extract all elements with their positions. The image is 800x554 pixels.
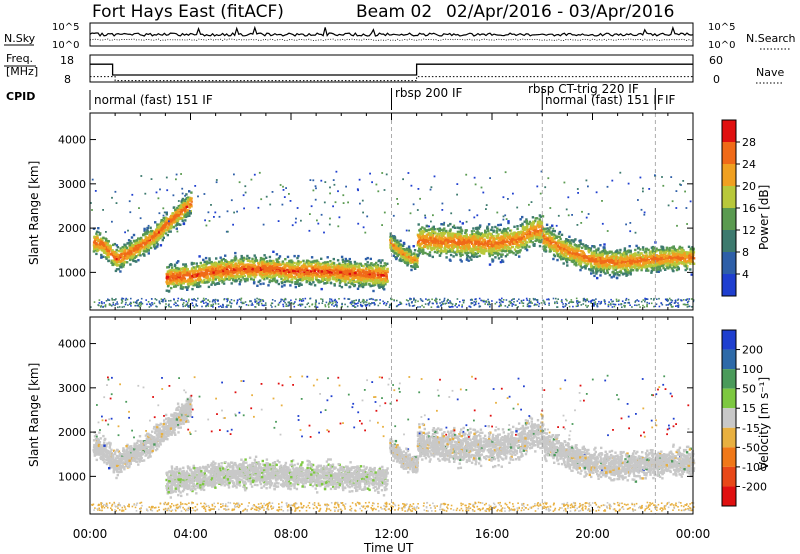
colorbar-tick: 24 <box>742 158 756 171</box>
colorbar-tick: 50 <box>742 383 756 396</box>
xaxis-label: Time UT <box>363 541 414 554</box>
nsearch-tick-bottom: 10^0 <box>708 40 735 51</box>
beam-label: Beam 02 <box>356 2 432 22</box>
nave-tick-bottom: 0 <box>713 73 720 86</box>
station-title: Fort Hays East (fitACF) <box>92 2 284 22</box>
colorbar-swatch <box>722 388 736 409</box>
colorbar-swatch <box>722 274 736 296</box>
ytick-label: 1000 <box>58 266 86 279</box>
nave-line <box>90 76 693 82</box>
velocity-panel: 1000 2000 3000 4000 Slant Range [km] 200 100… <box>27 316 771 515</box>
power-panel: 1000 2000 3000 4000 Slant Range [km] 28 24 20… <box>27 112 771 311</box>
power-colorbar-label: Power [dB] <box>757 185 771 250</box>
velocity-colorbar: 200 100 50 15 -15 -50 -100 -200 <box>721 329 767 507</box>
colorbar-tick: 28 <box>742 136 756 149</box>
colorbar-tick: -200 <box>742 480 767 493</box>
colorbar-swatch <box>722 252 736 274</box>
freq-panel: Freq. [MHz] 18 8 60 0 Nave <box>4 52 784 86</box>
colorbar-swatch <box>722 486 736 506</box>
colorbar-swatch <box>722 427 736 448</box>
nsky-tick-bottom: 10^0 <box>52 40 79 51</box>
cpid-row: CPID normal (fast) 151 IF rbsp 200 IF rb… <box>6 82 676 110</box>
power-ylabel: Slant Range [km] <box>27 161 41 265</box>
power-scatter <box>90 170 696 309</box>
nsky-panel: N.Sky 10^5 10^0 10^5 10^0 N.Search <box>4 22 796 51</box>
velocity-colorbar-label: Velocity [m s⁻¹] <box>757 377 771 470</box>
colorbar-tick: 200 <box>742 344 763 357</box>
ytick-label: 4000 <box>58 338 86 351</box>
colorbar-swatch <box>722 330 736 350</box>
xtick-label: 20:00 <box>575 527 610 541</box>
velocity-ylabel: Slant Range [km] <box>27 363 41 467</box>
colorbar-tick: 100 <box>742 363 763 376</box>
nsearch-label: N.Search <box>746 32 796 45</box>
colorbar-swatch <box>722 230 736 252</box>
colorbar-tick: 20 <box>742 180 756 193</box>
nsky-trace <box>89 25 694 41</box>
velocity-scatter <box>91 374 696 512</box>
cpid-segment-2: rbsp 200 IF <box>395 86 462 100</box>
colorbar-tick: 8 <box>742 246 749 259</box>
xtick-label: 16:00 <box>475 527 510 541</box>
time-axis: 00:00 04:00 08:00 12:00 16:00 20:00 00:00 <box>73 527 711 541</box>
xtick-label: 00:00 <box>676 527 711 541</box>
colorbar-tick: 16 <box>742 202 756 215</box>
xtick-label: 12:00 <box>374 527 409 541</box>
colorbar-tick: 4 <box>742 268 749 281</box>
cpid-segment-5: IF <box>665 93 676 107</box>
colorbar-tick: 12 <box>742 224 756 237</box>
colorbar-swatch <box>722 208 736 230</box>
xtick-label: 00:00 <box>73 527 108 541</box>
freq-label: Freq. <box>6 52 33 65</box>
date-range: 02/Apr/2016 - 03/Apr/2016 <box>446 2 674 22</box>
ytick-label: 2000 <box>58 426 86 439</box>
nsky-tick-top: 10^5 <box>52 22 79 33</box>
xtick-label: 08:00 <box>274 527 309 541</box>
colorbar-swatch <box>722 120 736 142</box>
colorbar-tick: -100 <box>742 461 767 474</box>
colorbar-swatch <box>722 349 736 370</box>
cpid-segment-4: normal (fast) 151 IF <box>545 93 664 107</box>
power-colorbar: 28 24 20 16 12 8 4 <box>721 119 756 297</box>
freq-unit-label: [MHz] <box>6 65 38 78</box>
nave-label: Nave <box>756 66 784 79</box>
xtick-label: 04:00 <box>173 527 208 541</box>
colorbar-tick: -15 <box>742 422 760 435</box>
ytick-label: 4000 <box>58 134 86 147</box>
colorbar-swatch <box>722 447 736 467</box>
freq-tick-top: 18 <box>60 54 74 67</box>
cpid-label: CPID <box>6 90 35 103</box>
freq-line <box>90 63 693 76</box>
colorbar-tick: -50 <box>742 441 760 454</box>
nave-tick-top: 60 <box>709 54 723 67</box>
colorbar-tick: 15 <box>742 402 756 415</box>
colorbar-swatch <box>722 142 736 164</box>
ytick-label: 3000 <box>58 178 86 191</box>
ytick-label: 1000 <box>58 470 86 483</box>
colorbar-swatch <box>722 466 736 487</box>
colorbar-swatch <box>722 164 736 186</box>
colorbar-swatch <box>722 408 736 428</box>
nsky-label: N.Sky <box>4 32 36 45</box>
cpid-segment-3: rbsp CT-trig 220 IF <box>528 82 639 96</box>
ytick-label: 2000 <box>58 222 86 235</box>
ytick-label: 3000 <box>58 382 86 395</box>
freq-tick-bottom: 8 <box>64 73 71 86</box>
colorbar-swatch <box>722 186 736 208</box>
nsearch-tick-top: 10^5 <box>708 22 735 33</box>
colorbar-swatch <box>722 369 736 389</box>
cpid-segment-1: normal (fast) 151 IF <box>94 93 213 107</box>
